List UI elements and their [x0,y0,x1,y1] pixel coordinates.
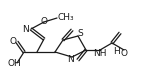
Text: S: S [77,30,83,39]
Text: OH: OH [7,58,21,67]
Text: O: O [40,17,48,26]
Text: N: N [67,56,73,65]
Text: NH: NH [93,48,107,57]
Text: O: O [9,37,16,46]
Text: H: H [113,47,120,56]
Text: O: O [121,48,127,57]
Text: N: N [22,25,29,34]
Text: CH₃: CH₃ [57,12,74,21]
